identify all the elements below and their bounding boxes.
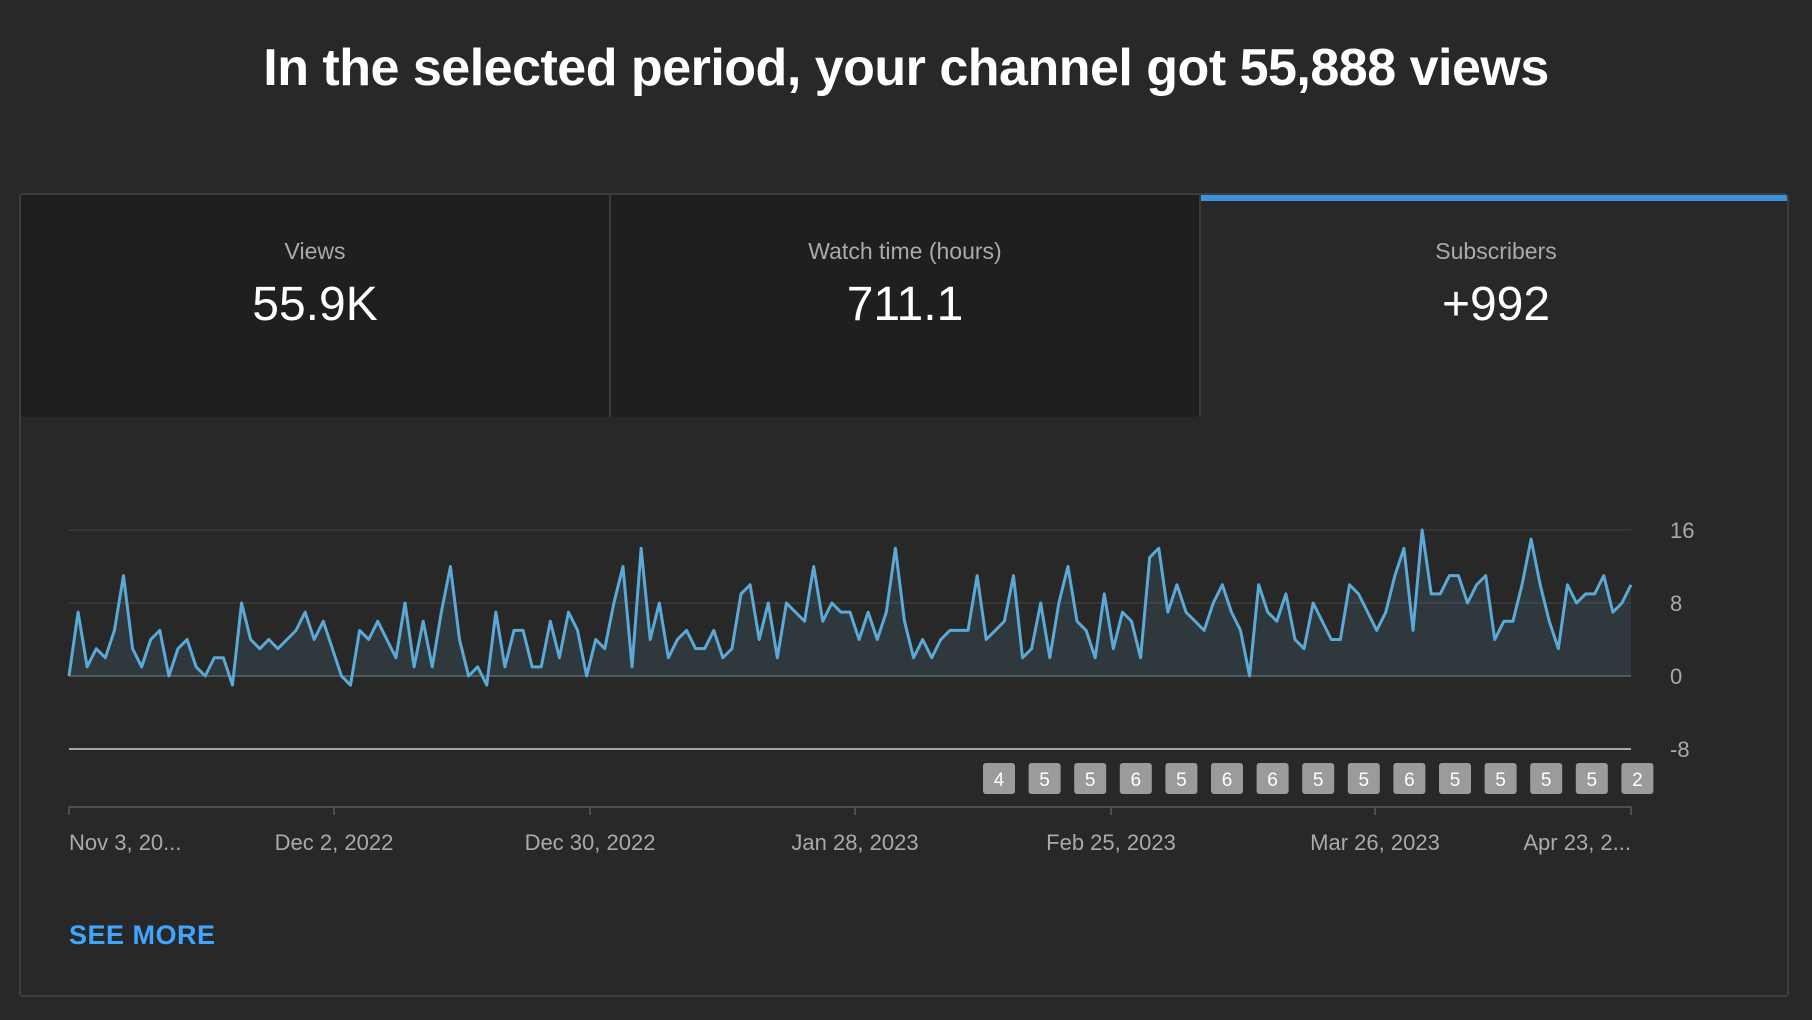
marker-badge-label: 4 xyxy=(994,770,1005,791)
marker-badge-label: 2 xyxy=(1632,770,1643,791)
y-tick-label: -8 xyxy=(1670,737,1690,762)
tab-subscribers-label: Subscribers xyxy=(1435,238,1557,264)
metric-tabs: Views 55.9K Watch time (hours) 711.1 Sub… xyxy=(21,195,1787,417)
marker-badge xyxy=(1256,763,1289,794)
x-tick-label: Jan 28, 2023 xyxy=(791,830,918,855)
page-headline: In the selected period, your channel got… xyxy=(263,39,1549,97)
tab-views[interactable]: Views 55.9K xyxy=(21,195,611,417)
series-line xyxy=(67,528,1633,687)
marker-badge-label: 6 xyxy=(1222,770,1233,791)
marker-badge-label: 5 xyxy=(1495,770,1506,791)
marker-badge-label: 5 xyxy=(1450,770,1461,791)
y-tick-label: 8 xyxy=(1670,591,1682,616)
marker-badge-label: 5 xyxy=(1176,770,1187,791)
tab-views-value: 55.9K xyxy=(252,278,378,331)
marker-badge xyxy=(1119,763,1152,794)
marker-badge xyxy=(983,763,1015,794)
marker-badge xyxy=(1302,763,1335,794)
tab-watch-time-label: Watch time (hours) xyxy=(808,238,1002,264)
x-tick-label: Dec 30, 2022 xyxy=(525,830,656,855)
marker-badge xyxy=(1074,763,1107,794)
marker-badge xyxy=(1211,763,1243,794)
tab-subscribers-value: +992 xyxy=(1441,278,1551,331)
marker-badge xyxy=(1621,763,1654,794)
marker-badge xyxy=(1575,763,1608,794)
marker-badge-label: 5 xyxy=(1313,770,1324,791)
see-more-button[interactable]: SEE MORE xyxy=(69,920,216,950)
marker-badge-label: 5 xyxy=(1359,770,1370,791)
x-tick-label: Mar 26, 2023 xyxy=(1310,830,1440,855)
marker-badge xyxy=(1165,763,1198,794)
subscribers-chart: 16 8 0 -8 4 5 5 6 5 6 6 5 5 6 5 5 5 5 2 Nov 3, 20... Dec 2, … xyxy=(67,518,1694,855)
y-tick-label: 16 xyxy=(1670,518,1694,543)
x-tick-label: Nov 3, 20... xyxy=(69,830,182,855)
marker-badge-label: 5 xyxy=(1541,770,1552,791)
x-tick-label: Dec 2, 2022 xyxy=(275,830,394,855)
marker-badge-label: 6 xyxy=(1267,770,1278,791)
marker-badge-label: 6 xyxy=(1404,770,1415,791)
marker-badge-label: 6 xyxy=(1131,770,1142,791)
marker-badge xyxy=(1028,763,1061,794)
tab-views-label: Views xyxy=(284,238,346,264)
series-area xyxy=(69,530,1631,686)
y-tick-label: 0 xyxy=(1670,664,1682,689)
tab-subscribers[interactable]: Subscribers +992 xyxy=(1201,195,1787,417)
marker-badge-label: 5 xyxy=(1039,770,1050,791)
marker-badge xyxy=(1484,763,1517,794)
marker-badge-label: 5 xyxy=(1085,770,1096,791)
marker-badge xyxy=(1439,763,1471,794)
x-tick-label: Feb 25, 2023 xyxy=(1046,830,1176,855)
marker-badge xyxy=(1530,763,1563,794)
x-tick-label: Apr 23, 2... xyxy=(1523,830,1631,855)
marker-badge xyxy=(1347,763,1380,794)
tab-watch-time-value: 711.1 xyxy=(846,278,964,331)
marker-badge xyxy=(1393,763,1426,794)
marker-badge-label: 5 xyxy=(1587,770,1598,791)
analytics-card: Views 55.9K Watch time (hours) 711.1 Sub… xyxy=(19,193,1789,997)
tab-watch-time[interactable]: Watch time (hours) 711.1 xyxy=(611,195,1201,417)
